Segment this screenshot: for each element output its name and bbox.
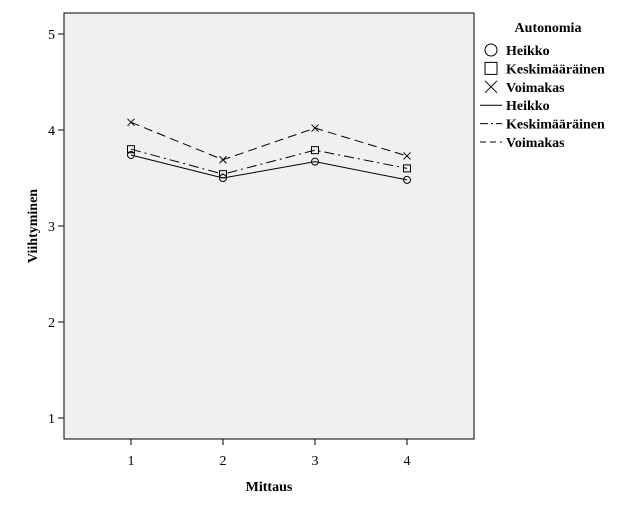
x-tick-label: 2	[220, 454, 227, 469]
series-line-3	[130, 121, 408, 161]
series-markers	[127, 118, 411, 184]
x-tick-label: 1	[128, 454, 135, 469]
data-point	[127, 150, 135, 159]
series-lines	[130, 121, 408, 181]
y-axis-title: Viihtyminen	[26, 189, 41, 263]
legend-marker-3	[484, 80, 498, 94]
data-point	[219, 170, 227, 179]
x-tick-label: 3	[312, 454, 319, 469]
x-axis-title: Mittaus	[246, 480, 293, 495]
data-point	[219, 155, 227, 164]
y-tick-label: 1	[48, 412, 55, 427]
data-point	[403, 175, 411, 184]
data-point	[311, 124, 319, 132]
x-tick-label: 4	[404, 454, 411, 469]
y-tick-label: 4	[48, 124, 55, 139]
data-point	[127, 145, 135, 154]
x-axis: 1 2 3 4	[128, 439, 411, 469]
series-line-1	[130, 154, 408, 181]
legend-marker-label: Heikko	[506, 44, 550, 59]
legend-line-label: Heikko	[506, 99, 550, 114]
legend-marker-2	[484, 61, 498, 75]
legend-line-label: Voimakas	[506, 136, 565, 151]
data-point	[311, 146, 319, 155]
legend-marker-label: Voimakas	[506, 81, 565, 96]
legend-title: Autonomia	[515, 21, 582, 36]
data-point	[403, 152, 411, 160]
y-tick-label: 2	[48, 316, 55, 331]
legend-marker-1	[484, 43, 498, 57]
plot-area	[63, 12, 475, 440]
legend-marker-label: Keskimääräinen	[506, 62, 605, 77]
y-tick-label: 5	[48, 28, 55, 43]
data-point	[127, 118, 135, 127]
series-line-2	[130, 148, 408, 175]
legend: Autonomia Heikko Keskimääräinen Voimakas He…	[480, 21, 605, 151]
legend-line-label: Keskimääräinen	[506, 118, 605, 133]
y-tick-label: 3	[48, 220, 55, 235]
data-point	[311, 157, 319, 166]
data-point	[403, 164, 411, 173]
y-axis: 1 2 3 4 5	[48, 28, 64, 427]
